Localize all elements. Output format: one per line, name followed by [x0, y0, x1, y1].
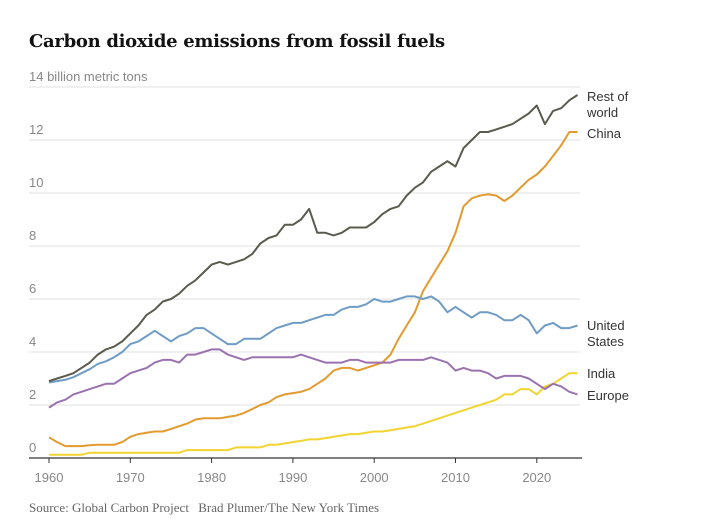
y-tick-label: 6: [29, 281, 36, 296]
legend-label-rest-of-world: world: [586, 105, 618, 120]
source-text: Source: Global Carbon Project: [29, 500, 189, 515]
series-line-china: [48, 131, 578, 448]
x-tick-label: 2010: [441, 470, 470, 485]
y-tick-label: 10: [29, 175, 43, 190]
gridlines: [29, 86, 580, 406]
x-tick-label: 1990: [278, 470, 307, 485]
y-axis-ticks: 0 2 4 6 8 10 12 14 billion metric tons: [29, 69, 148, 455]
x-axis: 1960 1970 1980 1990 2000 2010 2020: [29, 457, 582, 485]
x-tick-label: 1970: [116, 470, 145, 485]
legend-label-rest-of-world: Rest of: [587, 89, 629, 104]
y-tick-label: 14 billion metric tons: [29, 69, 148, 84]
credit-text: Brad Plumer/The New York Times: [198, 500, 380, 515]
legend-label-india: India: [587, 366, 616, 381]
series-line-rest-of-world: [48, 94, 579, 383]
series-line-india: [49, 372, 578, 456]
y-tick-label: 2: [29, 387, 36, 402]
chart-title: Carbon dioxide emissions from fossil fue…: [29, 31, 445, 52]
legend-label-europe: Europe: [587, 388, 629, 403]
series-lines: [48, 94, 579, 456]
y-tick-label: 12: [29, 122, 43, 137]
y-tick-label: 0: [29, 440, 36, 455]
series-line-europe: [48, 348, 578, 409]
x-tick-label: 2020: [522, 470, 551, 485]
legend-label-united-states: States: [587, 334, 624, 349]
source-line: Source: Global Carbon Project Brad Plume…: [29, 500, 385, 516]
x-tick-label: 1980: [197, 470, 226, 485]
series-line-united-states: [48, 295, 578, 384]
y-tick-label: 8: [29, 228, 36, 243]
legend-label-china: China: [587, 126, 622, 141]
x-tick-label: 1960: [35, 470, 64, 485]
legend-label-united-states: United: [587, 318, 625, 333]
x-tick-label: 2000: [360, 470, 389, 485]
y-tick-label: 4: [29, 334, 36, 349]
